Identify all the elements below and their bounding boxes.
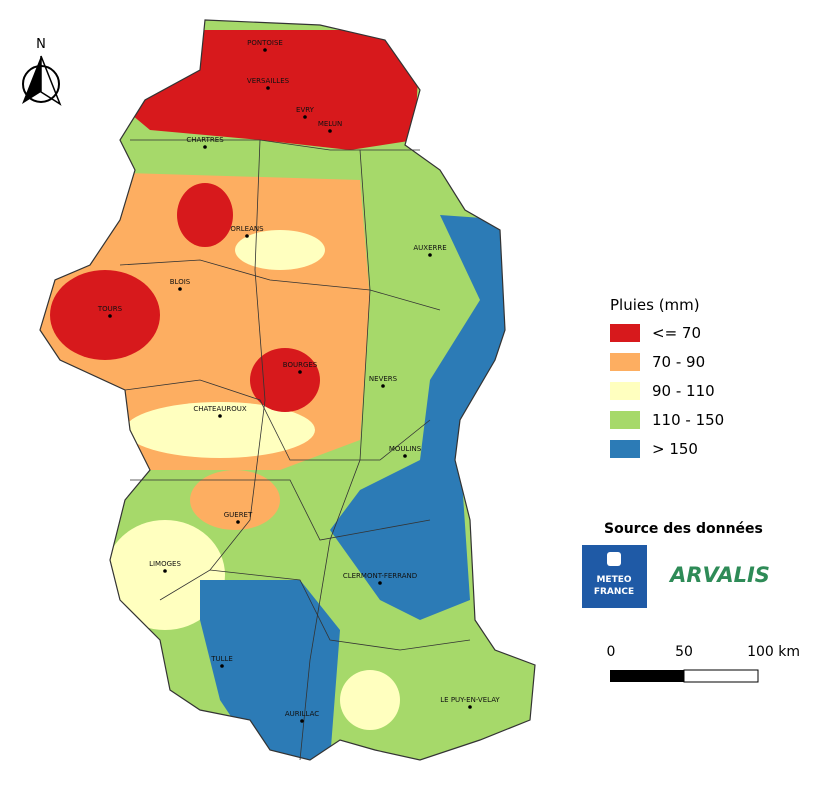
city-label: TOURS [97,305,123,313]
city-dot [163,569,167,573]
city-label: BOURGES [283,361,318,369]
legend-swatch [610,324,640,342]
legend-swatch [610,382,640,400]
arrow-ring [22,65,60,103]
legend-label: <= 70 [652,324,701,342]
city-dot [303,115,307,119]
city-dot [378,581,382,585]
legend-swatch [610,411,640,429]
city-dot [468,705,472,709]
legend-label: > 150 [652,440,698,458]
zone-le-70 [50,270,160,360]
city-dot [381,384,385,388]
city-label: LE PUY-EN-VELAY [440,696,500,704]
zone-gt-150 [200,580,340,760]
city-label: MOULINS [389,445,422,453]
source-title: Source des données [604,521,763,537]
city-dot [245,234,249,238]
city-dot [328,129,332,133]
meteo-text: METEO [596,575,631,585]
department-borders [119,139,471,761]
city-dot [263,48,267,52]
scale-label: 0 [607,644,616,660]
legend-title: Pluies (mm) [610,296,700,314]
city-label: TULLE [210,655,233,663]
north-label: N [36,37,46,52]
scale-label: 50 [675,644,693,660]
city-label: MELUN [318,120,342,128]
city-label: EVRY [296,106,315,114]
zone-le-70 [177,183,233,247]
scale-bar [610,670,684,682]
city-label: LIMOGES [149,560,181,568]
legend-swatch [610,353,640,371]
arvalis-logo: ARVALIS [668,563,770,587]
city-dot [298,370,302,374]
city-dot [220,664,224,668]
scale-bar [683,669,759,683]
city-label: GUERET [224,511,253,519]
zone-70-90 [190,470,280,530]
zone-90-110 [105,520,225,630]
meteo-text: FRANCE [594,587,634,597]
city-label: NEVERS [369,375,398,383]
city-label: CLERMONT-FERRAND [343,572,417,580]
arrow-half [22,56,41,104]
city-label: AUXERRE [413,244,446,252]
city-dot [218,414,222,418]
legend-swatch [610,440,640,458]
city-label: AURILLAC [285,710,319,718]
city-label: CHATEAUROUX [193,405,247,413]
rain-zones [40,20,535,760]
scale-label: 100 km [747,644,800,660]
city-dot [266,86,270,90]
city-dot [108,314,112,318]
legend: Pluies (mm) <= 70 70 - 90 90 - 110 110 - 15… [610,296,724,458]
city-dot [236,520,240,524]
north-arrow: N [22,37,62,106]
zone-90-110 [235,230,325,270]
legend-label: 90 - 110 [652,382,715,400]
city-dot [178,287,182,291]
city-dot [300,719,304,723]
zone-90-110 [340,670,400,730]
legend-label: 110 - 150 [652,411,724,429]
meteo-icon [607,552,621,566]
arrow-half [40,55,62,106]
city-dot [428,253,432,257]
zone-gt-150 [330,215,510,620]
legend-label: 70 - 90 [652,353,705,371]
zone-90-110 [125,402,315,458]
city-dot [403,454,407,458]
city-dot [203,145,207,149]
city-label: PONTOISE [247,39,283,47]
city-label: VERSAILLES [247,77,290,85]
city-label: ORLEANS [230,225,264,233]
city-label: BLOIS [170,278,191,286]
city-label: CHARTRES [186,136,224,144]
zone-le-70 [250,348,320,412]
